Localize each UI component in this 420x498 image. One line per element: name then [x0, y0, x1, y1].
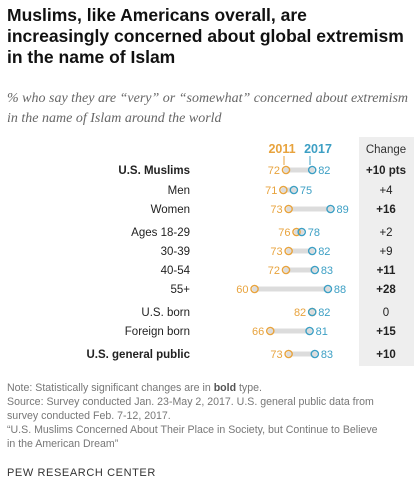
value-2011-u-s-muslims: 72 — [268, 165, 280, 177]
dot-2011-30-39 — [284, 246, 293, 256]
change-value-men: +4 — [379, 185, 393, 197]
dot-2017-u-s-general-public — [310, 349, 320, 359]
dot-2011-ages-18-29 — [292, 227, 301, 237]
row-label-ages-18-29: Ages 18-29 — [131, 227, 190, 239]
value-2017-u-s-born: 82 — [318, 307, 330, 319]
change-value-foreign-born: +15 — [376, 326, 396, 338]
report-line-1: “U.S. Muslims Concerned About Their Plac… — [7, 424, 378, 436]
dot-2011-40-54 — [281, 265, 291, 275]
change-value-30-39: +9 — [379, 246, 392, 258]
dot-2011-u-s-muslims — [281, 165, 291, 175]
value-2017-55: 88 — [334, 284, 346, 296]
dot-2011-u-s-general-public — [284, 349, 293, 359]
change-column-background — [359, 137, 414, 366]
value-2017-40-54: 83 — [321, 265, 333, 277]
value-2011-men: 71 — [265, 185, 277, 197]
change-value-ages-18-29: +2 — [379, 227, 392, 239]
change-value-u-s-born: 0 — [383, 307, 389, 319]
value-2017-30-39: 82 — [318, 246, 330, 258]
dot-2017-ages-18-29 — [297, 227, 307, 237]
value-2017-men: 75 — [300, 185, 312, 197]
row-label-40-54: 40-54 — [161, 265, 191, 277]
report-line-2: in the American Dream” — [7, 438, 119, 450]
value-2011-u-s-general-public: 73 — [270, 349, 282, 361]
dot-2017-30-39 — [307, 246, 317, 256]
value-2011-foreign-born: 66 — [252, 326, 264, 338]
change-value-u-s-muslims: +10 pts — [366, 165, 406, 177]
chart-footer: Note: Statistically significant changes … — [7, 381, 417, 451]
dot-chart: Change 2011 2017 U.S. Muslims 72 82 +10 pts… — [86, 137, 414, 366]
chart-rows: U.S. Muslims 72 82 +10 pts Men 71 75 +4 Women 73 8… — [86, 165, 406, 361]
dot-2017-women — [326, 204, 335, 214]
note-line: Note: Statistically significant changes … — [7, 381, 417, 395]
row-label-u-s-born: U.S. born — [141, 307, 190, 319]
row-label-u-s-general-public: U.S. general public — [86, 349, 190, 361]
dot-2011-men — [279, 185, 288, 195]
note-suffix: type. — [236, 382, 262, 394]
dot-2017-u-s-muslims — [307, 165, 317, 175]
change-header: Change — [366, 144, 406, 156]
value-2011-ages-18-29: 76 — [278, 227, 290, 239]
dot-2017-u-s-born — [307, 307, 317, 317]
note-prefix: Note: Statistically significant changes … — [7, 382, 214, 394]
value-2017-u-s-general-public: 83 — [321, 349, 333, 361]
value-2011-55: 60 — [236, 284, 248, 296]
chart-title: Muslims, like Americans overall, are inc… — [7, 5, 404, 67]
dot-2011-foreign-born — [265, 326, 275, 336]
row-label-foreign-born: Foreign born — [125, 326, 190, 338]
note-bold-word: bold — [213, 382, 237, 394]
dot-2017-55 — [323, 284, 333, 294]
value-2017-women: 89 — [337, 204, 349, 216]
row-label-men: Men — [168, 185, 190, 197]
dot-2017-men — [289, 185, 299, 195]
change-value-40-54: +11 — [377, 265, 396, 277]
source-line-1: Source: Survey conducted Jan. 23-May 2, … — [7, 396, 374, 408]
dot-2011-55 — [250, 284, 259, 294]
change-value-u-s-general-public: +10 — [376, 349, 396, 361]
change-value-55: +28 — [376, 284, 396, 296]
row-label-55: 55+ — [170, 284, 190, 296]
row-label-u-s-muslims: U.S. Muslims — [118, 165, 190, 177]
value-2017-foreign-born: 81 — [316, 326, 328, 338]
value-2011-u-s-born: 82 — [294, 307, 306, 319]
chart-subtitle: % who say they are “very” or “somewhat” … — [7, 91, 409, 126]
value-2017-u-s-muslims: 82 — [318, 165, 330, 177]
legend-2017: 2017 — [304, 142, 332, 156]
source-line-2: survey conducted Feb. 7-12, 2017. — [7, 410, 171, 422]
value-2017-ages-18-29: 78 — [308, 227, 320, 239]
row-label-women: Women — [151, 204, 190, 216]
dot-2017-40-54 — [310, 265, 320, 275]
dot-2017-foreign-born — [305, 326, 314, 336]
dot-2011-women — [284, 204, 293, 214]
value-2011-40-54: 72 — [268, 265, 280, 277]
legend-2011: 2011 — [268, 142, 295, 156]
change-value-women: +16 — [376, 204, 396, 216]
brand-name: PEW RESEARCH CENTER — [7, 467, 156, 479]
value-2011-30-39: 73 — [270, 246, 282, 258]
row-label-30-39: 30-39 — [161, 246, 190, 258]
value-2011-women: 73 — [270, 204, 282, 216]
